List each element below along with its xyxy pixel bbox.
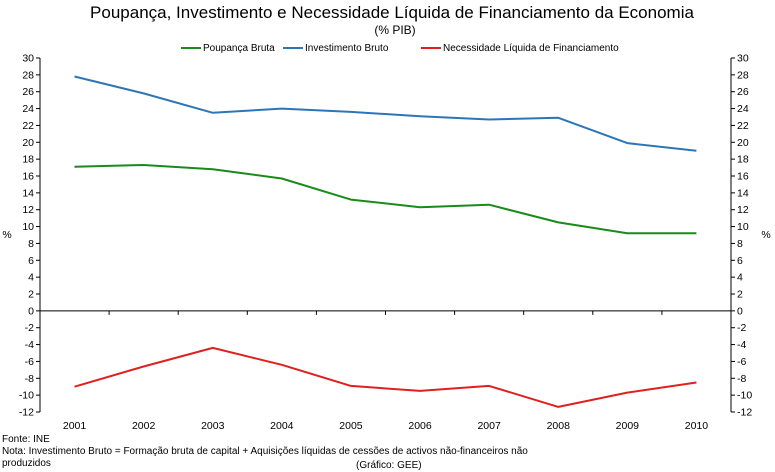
- y-tick-label-left: 12: [22, 204, 34, 216]
- y-tick-label-left: 28: [22, 69, 34, 81]
- y-tick-label-right: -8: [737, 373, 746, 385]
- series-line-2: [74, 75, 697, 152]
- y-tick-label-right: 22: [737, 120, 749, 132]
- y-tick-label-left: -2: [25, 322, 34, 334]
- y-tick-label-right: 20: [737, 137, 749, 149]
- axes: -12 -12-10 -10-8 -8-6 -6-4 -4-2 -20 02 24 46 68 810…: [19, 53, 753, 433]
- y-tick-label-right: -10: [737, 390, 752, 402]
- y-tick-label-left: 2: [28, 289, 34, 301]
- y-tick-label-right: 16: [737, 171, 749, 183]
- y-tick-label-right: 14: [737, 187, 749, 199]
- series-group: [74, 75, 697, 408]
- footnote-line-1: Nota: Investimento Bruto = Formação brut…: [2, 446, 528, 457]
- x-tick-label: 2007: [477, 420, 501, 432]
- series-line-1: [74, 164, 697, 235]
- x-tick-label: 2006: [408, 420, 432, 432]
- y-tick-label-left: 0: [28, 305, 34, 317]
- y-tick-label-right: 18: [737, 154, 749, 166]
- y-tick-label-right: -2: [737, 322, 746, 334]
- y-tick-label-left: 8: [28, 238, 34, 250]
- y-tick-label-right: 30: [737, 53, 749, 65]
- source-note: Fonte: INE: [2, 434, 50, 445]
- x-tick-label: 2004: [270, 420, 294, 432]
- y-tick-label-left: 4: [28, 272, 34, 284]
- series-line-3: [74, 346, 697, 408]
- y-tick-label-left: 18: [22, 154, 34, 166]
- legend-label-1: Poupança Bruta: [203, 43, 275, 54]
- x-tick-label: 2005: [339, 420, 363, 432]
- y-tick-label-left: -10: [19, 390, 34, 402]
- y-tick-label-right: -4: [737, 339, 746, 351]
- y-tick-label-right: -12: [737, 407, 752, 419]
- y-tick-label-left: -6: [25, 356, 34, 368]
- legend: Poupança Bruta Investimento Bruto Necessid…: [181, 43, 619, 54]
- y-tick-label-right: 2: [737, 289, 743, 301]
- x-tick-label: 2010: [685, 420, 709, 432]
- y-axis-label-right: %: [761, 229, 770, 241]
- y-tick-label-right: 28: [737, 69, 749, 81]
- chart-title: Poupança, Investimento e Necessidade Líq…: [90, 3, 694, 22]
- x-tick-label: 2003: [201, 420, 225, 432]
- legend-label-2: Investimento Bruto: [305, 43, 389, 54]
- x-tick-label: 2002: [132, 420, 156, 432]
- y-tick-label-right: 10: [737, 221, 749, 233]
- y-axis-label-left: %: [2, 229, 11, 241]
- y-tick-label-left: -4: [25, 339, 34, 351]
- y-tick-label-right: 26: [737, 86, 749, 98]
- y-tick-label-left: 16: [22, 171, 34, 183]
- x-tick-label: 2008: [547, 420, 571, 432]
- y-tick-label-right: 0: [737, 305, 743, 317]
- chart-credit: (Gráfico: GEE): [356, 460, 422, 471]
- y-tick-label-left: 26: [22, 86, 34, 98]
- legend-label-3: Necessidade Líquida de Financiamento: [443, 43, 619, 54]
- y-tick-label-left: 24: [22, 103, 34, 115]
- y-tick-label-right: 4: [737, 272, 743, 284]
- y-tick-label-left: 6: [28, 255, 34, 267]
- y-tick-label-left: 14: [22, 187, 34, 199]
- y-tick-label-left: 30: [22, 53, 34, 65]
- x-tick-label: 2009: [616, 420, 640, 432]
- y-tick-label-right: 24: [737, 103, 749, 115]
- x-tick-label: 2001: [63, 420, 87, 432]
- y-tick-label-left: -8: [25, 373, 34, 385]
- chart-subtitle: (% PIB): [374, 23, 415, 37]
- y-tick-label-left: 20: [22, 137, 34, 149]
- footnote-line-2: produzidos: [2, 458, 51, 469]
- y-tick-label-right: 12: [737, 204, 749, 216]
- y-tick-label-right: 6: [737, 255, 743, 267]
- y-tick-label-left: -12: [19, 407, 34, 419]
- y-tick-label-left: 22: [22, 120, 34, 132]
- y-tick-label-right: 8: [737, 238, 743, 250]
- y-tick-label-right: -6: [737, 356, 746, 368]
- y-tick-label-left: 10: [22, 221, 34, 233]
